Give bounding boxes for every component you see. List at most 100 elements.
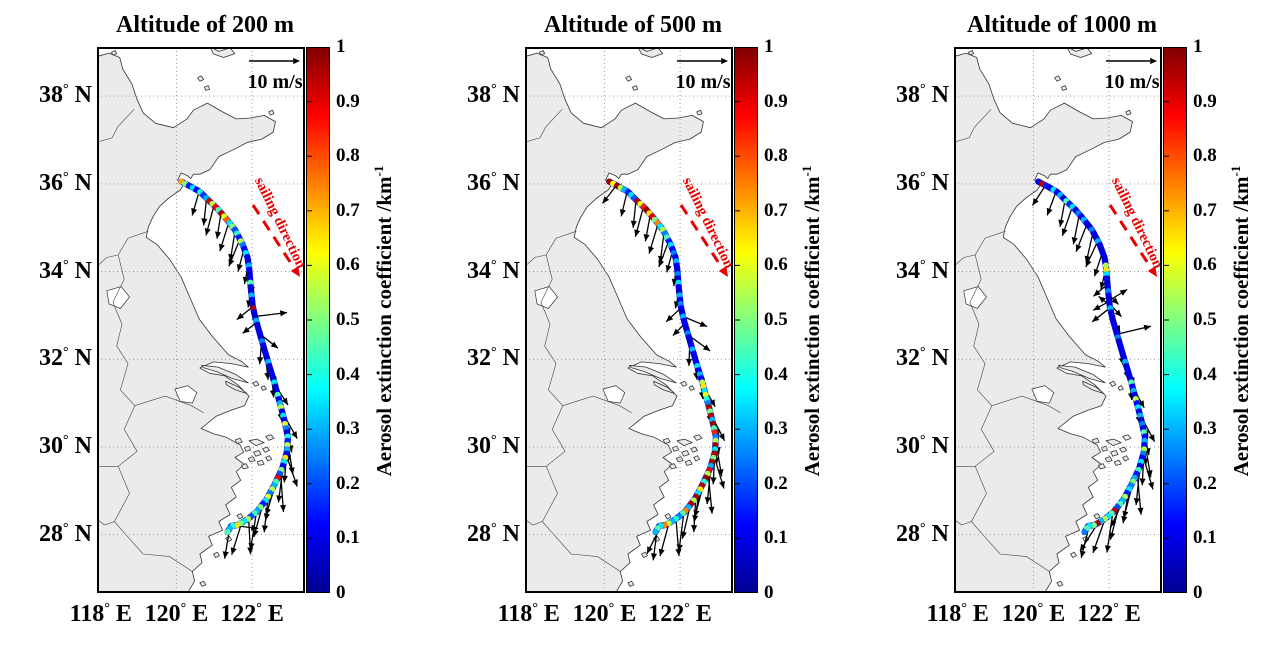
colorbar-tick-label: 0.7 bbox=[336, 199, 360, 221]
wind-arrow-shaft bbox=[707, 472, 713, 514]
track-dot bbox=[652, 529, 659, 535]
land-polygon bbox=[213, 551, 220, 558]
province-borders bbox=[97, 109, 204, 572]
lat-tick-label: 34° N bbox=[467, 257, 520, 284]
lake-polygon bbox=[534, 286, 558, 309]
land-polygon bbox=[265, 434, 275, 441]
lat-tick-label: 28° N bbox=[467, 520, 520, 547]
land-polygon bbox=[653, 380, 676, 394]
panel-altitude-200m: Altitude of 200 m 10 m/s sailing directio… bbox=[0, 0, 424, 655]
province-border-line bbox=[97, 109, 135, 143]
land-polygon bbox=[1125, 109, 1132, 116]
land-polygon bbox=[693, 434, 703, 441]
land-polygon bbox=[1098, 463, 1106, 470]
map-frame bbox=[97, 47, 305, 593]
track-dot bbox=[284, 433, 291, 440]
colorbar-tick-label: 0.8 bbox=[1193, 145, 1217, 167]
colorbar-tick-label: 0.9 bbox=[1193, 90, 1217, 112]
colorbar-title: Aerosol extinction coefficient /km-1 bbox=[799, 165, 824, 477]
colorbar-tick-label: 0.5 bbox=[1193, 309, 1217, 330]
land-polygon bbox=[1056, 580, 1064, 587]
colorbar-tick-label: 0.3 bbox=[336, 418, 360, 440]
land-polygon bbox=[253, 450, 262, 457]
land-polygon bbox=[225, 380, 248, 394]
land-polygon bbox=[641, 551, 648, 558]
province-border-line bbox=[954, 109, 992, 143]
colorbar-tick-label: 0.2 bbox=[336, 472, 360, 494]
colorbar-tick-label: 0.1 bbox=[336, 527, 360, 549]
panel-altitude-1000m: Altitude of 1000 m 10 m/s sailing directi… bbox=[857, 0, 1272, 655]
track-dot bbox=[675, 275, 681, 282]
province-border-line bbox=[991, 395, 1061, 414]
colorbar-tick-label: 0.1 bbox=[764, 527, 788, 549]
land-polygon bbox=[268, 109, 275, 116]
lat-tick-label: 38° N bbox=[896, 82, 949, 109]
land-polygon bbox=[664, 513, 672, 520]
land-polygon bbox=[199, 580, 207, 587]
province-borders bbox=[954, 109, 1061, 572]
land-polygon bbox=[1119, 446, 1127, 453]
land-polygon bbox=[197, 75, 204, 82]
track-dot bbox=[1104, 275, 1110, 282]
lat-tick-label: 28° N bbox=[39, 520, 92, 547]
lat-tick-label: 32° N bbox=[467, 345, 520, 372]
track-dot bbox=[712, 442, 719, 448]
land-polygon bbox=[262, 446, 270, 453]
province-border-line bbox=[969, 254, 993, 406]
land-polygon bbox=[1066, 47, 1093, 58]
province-border-line bbox=[540, 254, 564, 406]
lat-tick-label: 34° N bbox=[896, 257, 949, 284]
wind-scale-label: 10 m/s bbox=[676, 71, 731, 93]
land-layer bbox=[525, 47, 704, 593]
colorbar-tick-label: 0.8 bbox=[336, 145, 360, 167]
land-polygon bbox=[1070, 551, 1077, 558]
land-polygon bbox=[690, 446, 698, 453]
colorbar bbox=[734, 47, 758, 593]
colorbar-tick-label: 0.6 bbox=[336, 254, 360, 276]
wind-scale-label: 10 m/s bbox=[1105, 71, 1160, 93]
graticule bbox=[954, 47, 1162, 593]
land-polygon bbox=[111, 50, 118, 56]
land-polygon bbox=[539, 50, 546, 56]
land-polygon bbox=[1061, 85, 1068, 91]
track-dot bbox=[284, 442, 291, 448]
province-border-line bbox=[525, 405, 566, 467]
lat-tick-label: 38° N bbox=[467, 82, 520, 109]
province-border-line bbox=[525, 109, 563, 143]
land-polygon bbox=[684, 459, 693, 466]
land-layer bbox=[97, 47, 276, 593]
land-polygon bbox=[1092, 437, 1100, 444]
land-polygon bbox=[632, 85, 639, 91]
province-border-line bbox=[97, 405, 138, 467]
lat-tick-label: 34° N bbox=[39, 257, 92, 284]
colorbar-tick-label: 0.6 bbox=[764, 254, 788, 276]
land-polygon bbox=[236, 513, 244, 520]
land-polygon bbox=[204, 85, 211, 91]
land-polygon bbox=[1117, 385, 1124, 391]
province-border-line bbox=[954, 405, 995, 467]
wind-scale-arrow: 10 m/s bbox=[248, 57, 303, 93]
colorbar-tick-label: 0.3 bbox=[1193, 418, 1217, 440]
land-polygon bbox=[241, 463, 249, 470]
province-border-line bbox=[112, 254, 136, 406]
province-borders bbox=[525, 109, 632, 572]
colorbar-tick-label: 1 bbox=[1193, 36, 1203, 57]
lon-tick-label: 122° E bbox=[220, 601, 284, 627]
lat-tick-label: 36° N bbox=[896, 169, 949, 196]
province-border-line bbox=[114, 521, 193, 572]
lat-tick-label: 36° N bbox=[467, 169, 520, 196]
colorbar-tick-label: 0.3 bbox=[764, 418, 788, 440]
lat-tick-label: 32° N bbox=[896, 345, 949, 372]
land-polygon bbox=[627, 580, 635, 587]
colorbar-tick-label: 0.5 bbox=[764, 309, 788, 330]
province-border-line bbox=[562, 395, 632, 414]
lon-tick-label: 120° E bbox=[144, 601, 209, 627]
lat-tick-label: 36° N bbox=[39, 169, 92, 196]
colorbar-tick-label: 0.6 bbox=[1193, 254, 1217, 276]
colorbar-title: Aerosol extinction coefficient /km-1 bbox=[371, 165, 396, 477]
land-polygon bbox=[681, 450, 690, 457]
colorbar-tick-label: 0.2 bbox=[1193, 472, 1217, 494]
land-polygon bbox=[968, 50, 975, 56]
